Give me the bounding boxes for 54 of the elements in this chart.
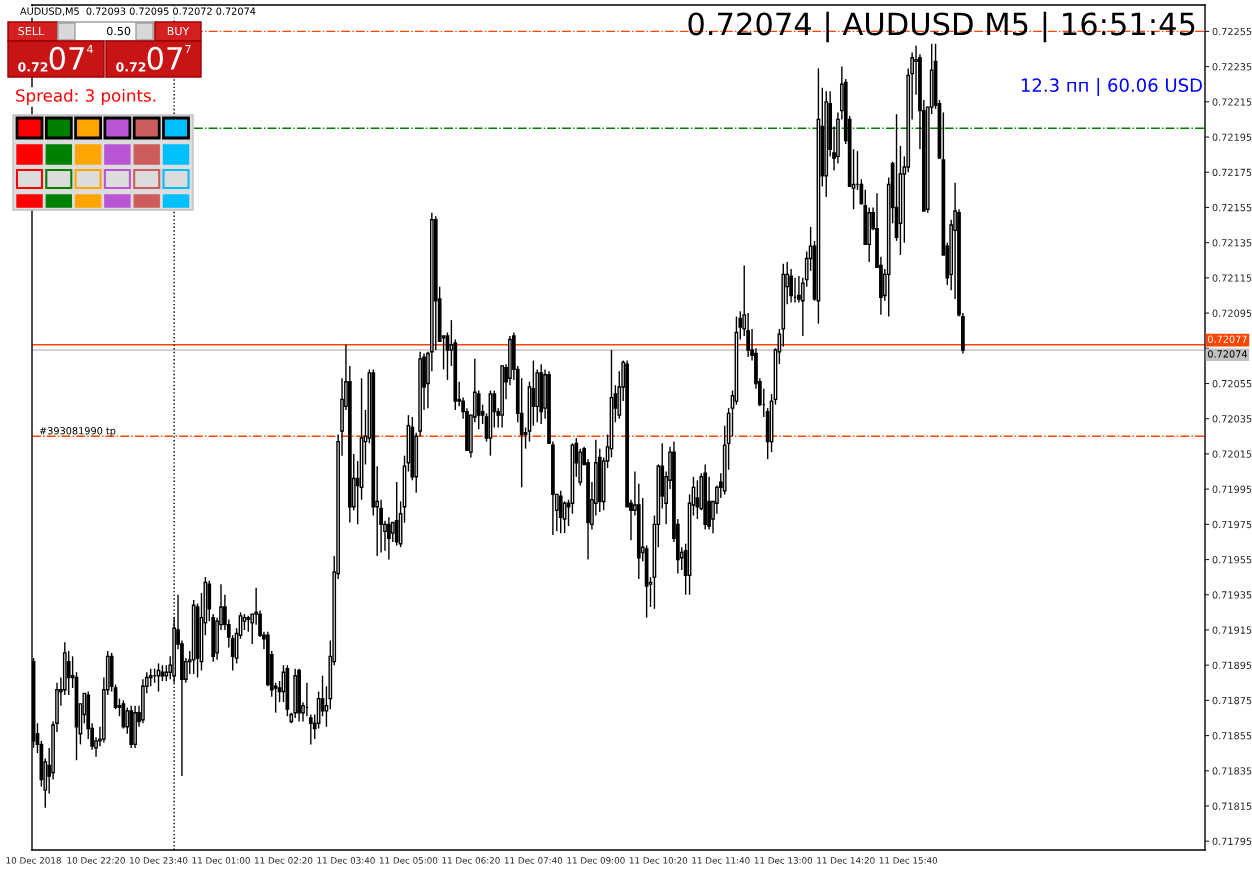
y-tick-label: 0.71875	[1212, 696, 1252, 705]
annotation: AUDUSD,M5 0.72093 0.72095 0.72072 0.72074	[20, 7, 256, 16]
y-tick-label: 0.72235	[1212, 63, 1252, 71]
x-tick-label: 11 Dec 03:40	[317, 857, 375, 864]
y-tick-label: 0.72015	[1212, 450, 1252, 458]
y-tick-label: 0.72095	[1212, 309, 1252, 317]
annotation: Spread: 3 points.	[16, 88, 156, 106]
ref-line-label: 0.72077	[1207, 335, 1247, 343]
x-tick-label: 11 Dec 14:20	[817, 857, 875, 864]
x-tick-label: 11 Dec 11:40	[692, 857, 750, 864]
x-tick-label: 11 Dec 02:20	[255, 857, 313, 864]
annotation: 4	[87, 44, 93, 54]
y-tick-label: 0.72175	[1212, 168, 1252, 177]
y-tick-label: 0.71935	[1212, 591, 1252, 599]
y-tick-label: 0.72155	[1212, 203, 1252, 212]
y-tick-label: 0.71975	[1212, 520, 1252, 529]
annotation: 07	[147, 46, 182, 70]
y-tick-label: 0.72115	[1212, 274, 1252, 282]
annotation: 0.72	[18, 62, 48, 72]
x-tick-label: 10 Dec 2018	[6, 857, 61, 864]
y-tick-label: 0.71835	[1212, 767, 1252, 775]
annotation: 0.72074 | AUDUSD M5 | 16:51:45	[688, 11, 1195, 43]
y-tick-label: 0.72215	[1212, 98, 1252, 106]
y-tick-label: 0.72035	[1212, 415, 1252, 423]
y-tick-label: 0.71855	[1212, 732, 1252, 740]
x-tick-label: 11 Dec 10:20	[629, 857, 688, 864]
y-tick-label: 0.71895	[1212, 661, 1252, 669]
x-tick-label: 11 Dec 15:40	[879, 857, 938, 864]
x-tick-label: 11 Dec 09:00	[567, 857, 625, 864]
x-tick-label: 11 Dec 07:40	[504, 857, 563, 864]
annotation: 12.3 пп | 60.06 USD	[1021, 77, 1202, 97]
y-tick-label: 0.71795	[1212, 837, 1252, 846]
ref-line-label: 0.72074	[1207, 350, 1247, 358]
y-tick-label: 0.71955	[1212, 556, 1252, 564]
y-tick-label: 0.71995	[1212, 485, 1252, 493]
annotation: 0.50	[106, 26, 131, 36]
x-tick-label: 11 Dec 01:00	[192, 857, 250, 864]
y-tick-label: 0.72195	[1212, 133, 1252, 141]
annotation: 07	[49, 46, 84, 70]
annotation: 7	[185, 44, 191, 54]
x-tick-label: 10 Dec 23:40	[130, 857, 188, 864]
x-tick-label: 11 Dec 06:20	[442, 857, 500, 864]
annotation: BUY	[167, 26, 190, 36]
x-tick-label: 11 Dec 05:00	[379, 857, 438, 864]
annotation: SELL	[18, 26, 45, 36]
y-tick-label: 0.72135	[1212, 239, 1252, 247]
annotation: 0.72	[116, 62, 146, 72]
y-tick-label: 0.71815	[1212, 802, 1252, 810]
ref-line-label: #393081990 tp	[39, 427, 116, 437]
x-tick-label: 10 Dec 22:20	[67, 857, 125, 864]
y-tick-label: 0.71915	[1212, 626, 1252, 634]
y-tick-label: 0.72055	[1212, 379, 1252, 388]
y-tick-label: 0.72255	[1212, 27, 1252, 36]
x-tick-label: 11 Dec 13:00	[754, 857, 813, 864]
